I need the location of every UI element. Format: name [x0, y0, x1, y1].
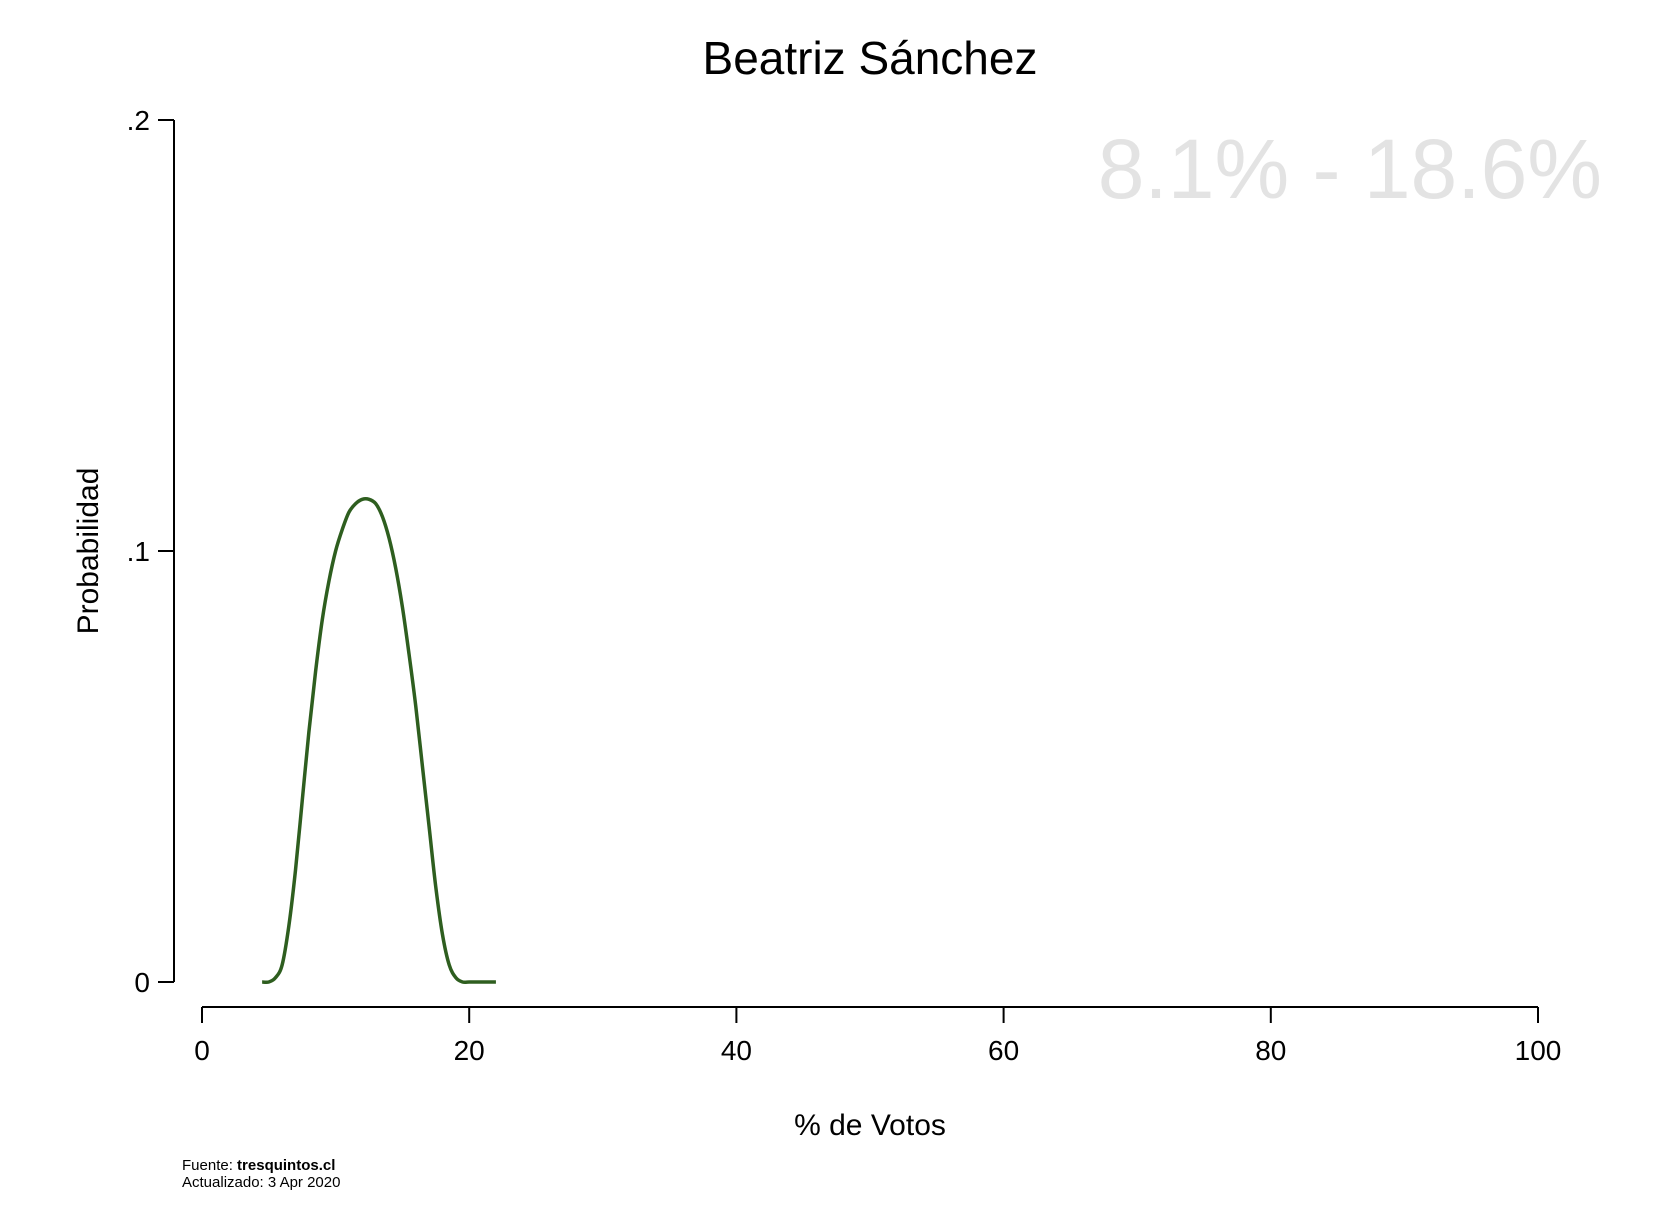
- y-tick-label: .1: [127, 536, 150, 567]
- range-label: 8.1% - 18.6%: [1098, 122, 1602, 216]
- plot-series: [262, 496, 496, 985]
- x-axis-label: % de Votos: [794, 1109, 946, 1142]
- x-tick-label: 80: [1255, 1035, 1286, 1066]
- y-axis-label: Probabilidad: [72, 468, 105, 635]
- x-tick-label: 100: [1515, 1035, 1562, 1066]
- footer: Fuente: tresquintos.cl Actualizado: 3 Ap…: [182, 1157, 340, 1191]
- footer-updated: Actualizado: 3 Apr 2020: [182, 1174, 341, 1191]
- footer-source-prefix: Fuente:: [182, 1157, 238, 1174]
- y-tick-label: .2: [127, 105, 150, 136]
- x-tick-label: 40: [721, 1035, 752, 1066]
- x-tick-label: 20: [454, 1035, 485, 1066]
- x-tick-label: 0: [194, 1035, 210, 1066]
- x-ticks: 0 20 40 60 80 100: [194, 1007, 1561, 1066]
- footer-source-link[interactable]: tresquintos.cl: [237, 1157, 336, 1174]
- y-ticks: 0 .1 .2: [127, 105, 174, 998]
- y-tick-label: 0: [134, 967, 150, 998]
- chart-title: Beatriz Sánchez: [703, 32, 1038, 84]
- density-curve: [262, 496, 496, 985]
- footer-source: Fuente: tresquintos.cl: [182, 1157, 340, 1174]
- x-tick-label: 60: [988, 1035, 1019, 1066]
